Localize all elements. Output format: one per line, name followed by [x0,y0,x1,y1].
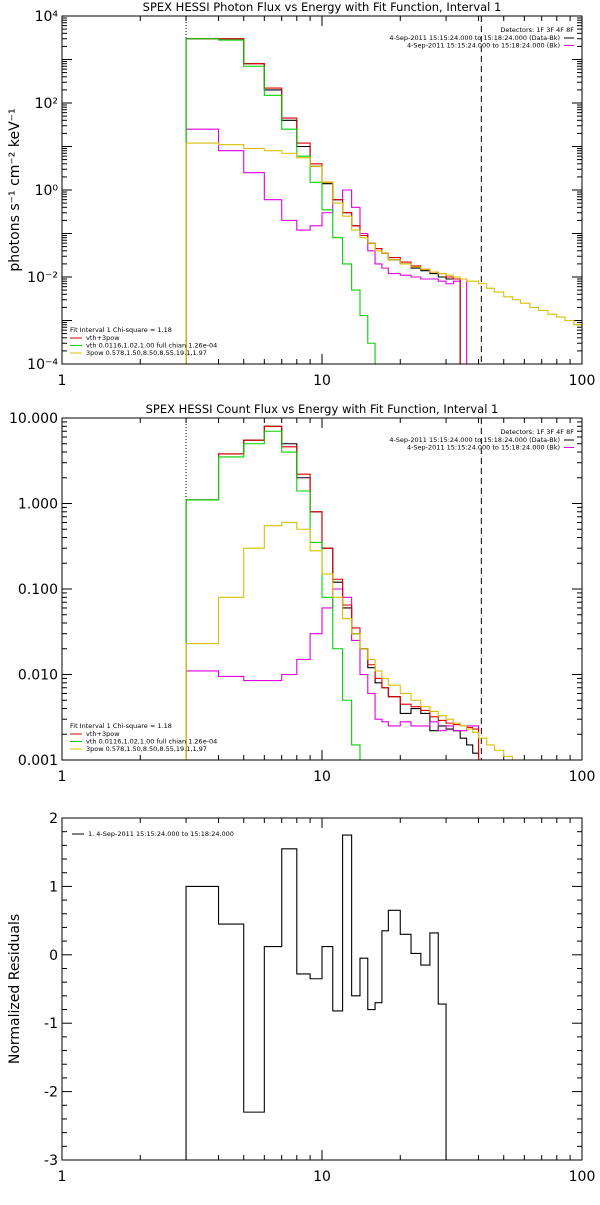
y-tick-label: 1 [49,879,58,895]
series-line-2 [185,128,468,364]
y-tick-label: 0 [49,948,58,964]
legend-header: Detectors: 1F 3F 4F 8F [500,26,574,34]
x-tick-label: 1 [58,1169,67,1185]
y-axis-label: photons s⁻¹ cm⁻² keV⁻¹ [7,108,23,271]
y-tick-label: 10⁴ [35,9,59,25]
y-axis: 0.001 0.010 0.100 1.000 10.000 [9,411,582,769]
y-tick-label: -1 [44,1016,58,1032]
legend-header: Fit Interval 1 Chi-square = 1.18 [70,722,172,730]
series-line-1 [185,834,447,1160]
series-line-5 [185,521,522,760]
legend-legend_left: 1. 4-Sep-2011 15:15:24.000 to 15:18:24.0… [72,830,234,838]
legend-entry: 4-Sep-2011 15:15:24.000 to 15:18:24.000 … [407,42,560,50]
y-tick-label: 1.000 [18,497,58,513]
legend-entry: 1. 4-Sep-2011 15:15:24.000 to 15:18:24.0… [88,830,234,838]
legend-legend_left: Fit Interval 1 Chi-square = 1.18vth+3pow… [70,722,217,753]
x-tick-label: 100 [569,373,596,389]
legend-entry: 4-Sep-2011 15:15:24.000 to 15:18:24.000 … [407,444,560,452]
y-axis-label: Normalized Residuals [7,914,23,1064]
y-tick-label: 10⁻² [27,270,58,286]
plot-area [185,418,522,760]
plot-frame [61,817,583,1161]
plot-area [185,834,447,1160]
plot-frame [61,417,583,761]
legend-legend_left: Fit Interval 1 Chi-square = 1.18vth+3pow… [70,326,217,357]
plot-frame [61,15,583,365]
legend-entry: vth 0.0116,1.02,1.00 full chian 1.26e-04 [86,342,217,350]
legend-legend_right: Detectors: 1F 3F 4F 8F4-Sep-2011 15:15:2… [389,26,574,50]
x-tick-label: 10 [313,769,331,785]
y-tick-label: 0.001 [18,753,58,769]
legend-entry: vth 0.0116,1.02,1.00 full chian 1.26e-04 [86,738,217,746]
x-tick-label: 1 [58,373,67,389]
legend-entry: vth+3pow [86,730,120,738]
y-tick-label: 0.100 [18,582,58,598]
legend-entry: 4-Sep-2011 15:15:24.000 to 15:18:24.000 … [389,436,560,444]
x-tick-label: 10 [313,1169,331,1185]
legend-header: Detectors: 1F 3F 4F 8F [500,428,574,436]
series-line-4 [185,38,376,364]
y-axis: 10⁻⁴ 10⁻² 10⁰ 10² 10⁴ [27,9,582,373]
y-tick-label: 10² [35,96,58,112]
y-tick-label: 10⁰ [35,183,59,199]
x-axis: 1 10 100 [58,818,596,1185]
chart-title: SPEX HESSI Photon Flux vs Energy with Fi… [143,0,502,14]
y-tick-label: -3 [44,1153,58,1169]
y-tick-label: 2 [49,811,58,827]
legend-entry: 3pow 0.578,1.50,8.50,8.55,19.1,1.97 [86,745,207,753]
y-tick-label: 0.010 [18,668,58,684]
series-line-4 [185,430,361,760]
series-line-3 [185,38,461,364]
chart-panel-1: SPEX HESSI Photon Flux vs Energy with Fi… [7,0,595,389]
legend-entry: vth+3pow [86,334,120,342]
y-axis: -3 -2 -1 0 1 2 [44,811,582,1169]
x-tick-label: 10 [313,373,331,389]
legend-entry: 3pow 0.578,1.50,8.50,8.55,19.1,1.97 [86,349,207,357]
chart-panel-2: SPEX HESSI Count Flux vs Energy with Fit… [9,402,595,785]
y-tick-label: -2 [44,1085,58,1101]
series-line-1 [185,38,461,364]
chart-panel-3: 1 10 100 -3 -2 -1 0 1 2 Normalized Residuals 1. 4-… [7,811,595,1185]
x-tick-label: 100 [569,1169,596,1185]
chart-title: SPEX HESSI Count Flux vs Energy with Fit… [146,402,499,416]
y-tick-label: 10⁻⁴ [27,357,58,373]
legend-header: Fit Interval 1 Chi-square = 1.18 [70,326,172,334]
series-line-2 [185,588,480,760]
plot-area [185,16,582,364]
legend-entry: 4-Sep-2011 15:15:24.000 to 15:18:24.000 … [389,34,560,42]
x-tick-label: 100 [569,769,596,785]
x-tick-label: 1 [58,769,67,785]
y-tick-label: 10.000 [9,411,58,427]
series-line-5 [185,142,582,364]
legend-legend_right: Detectors: 1F 3F 4F 8F4-Sep-2011 15:15:2… [389,428,574,452]
